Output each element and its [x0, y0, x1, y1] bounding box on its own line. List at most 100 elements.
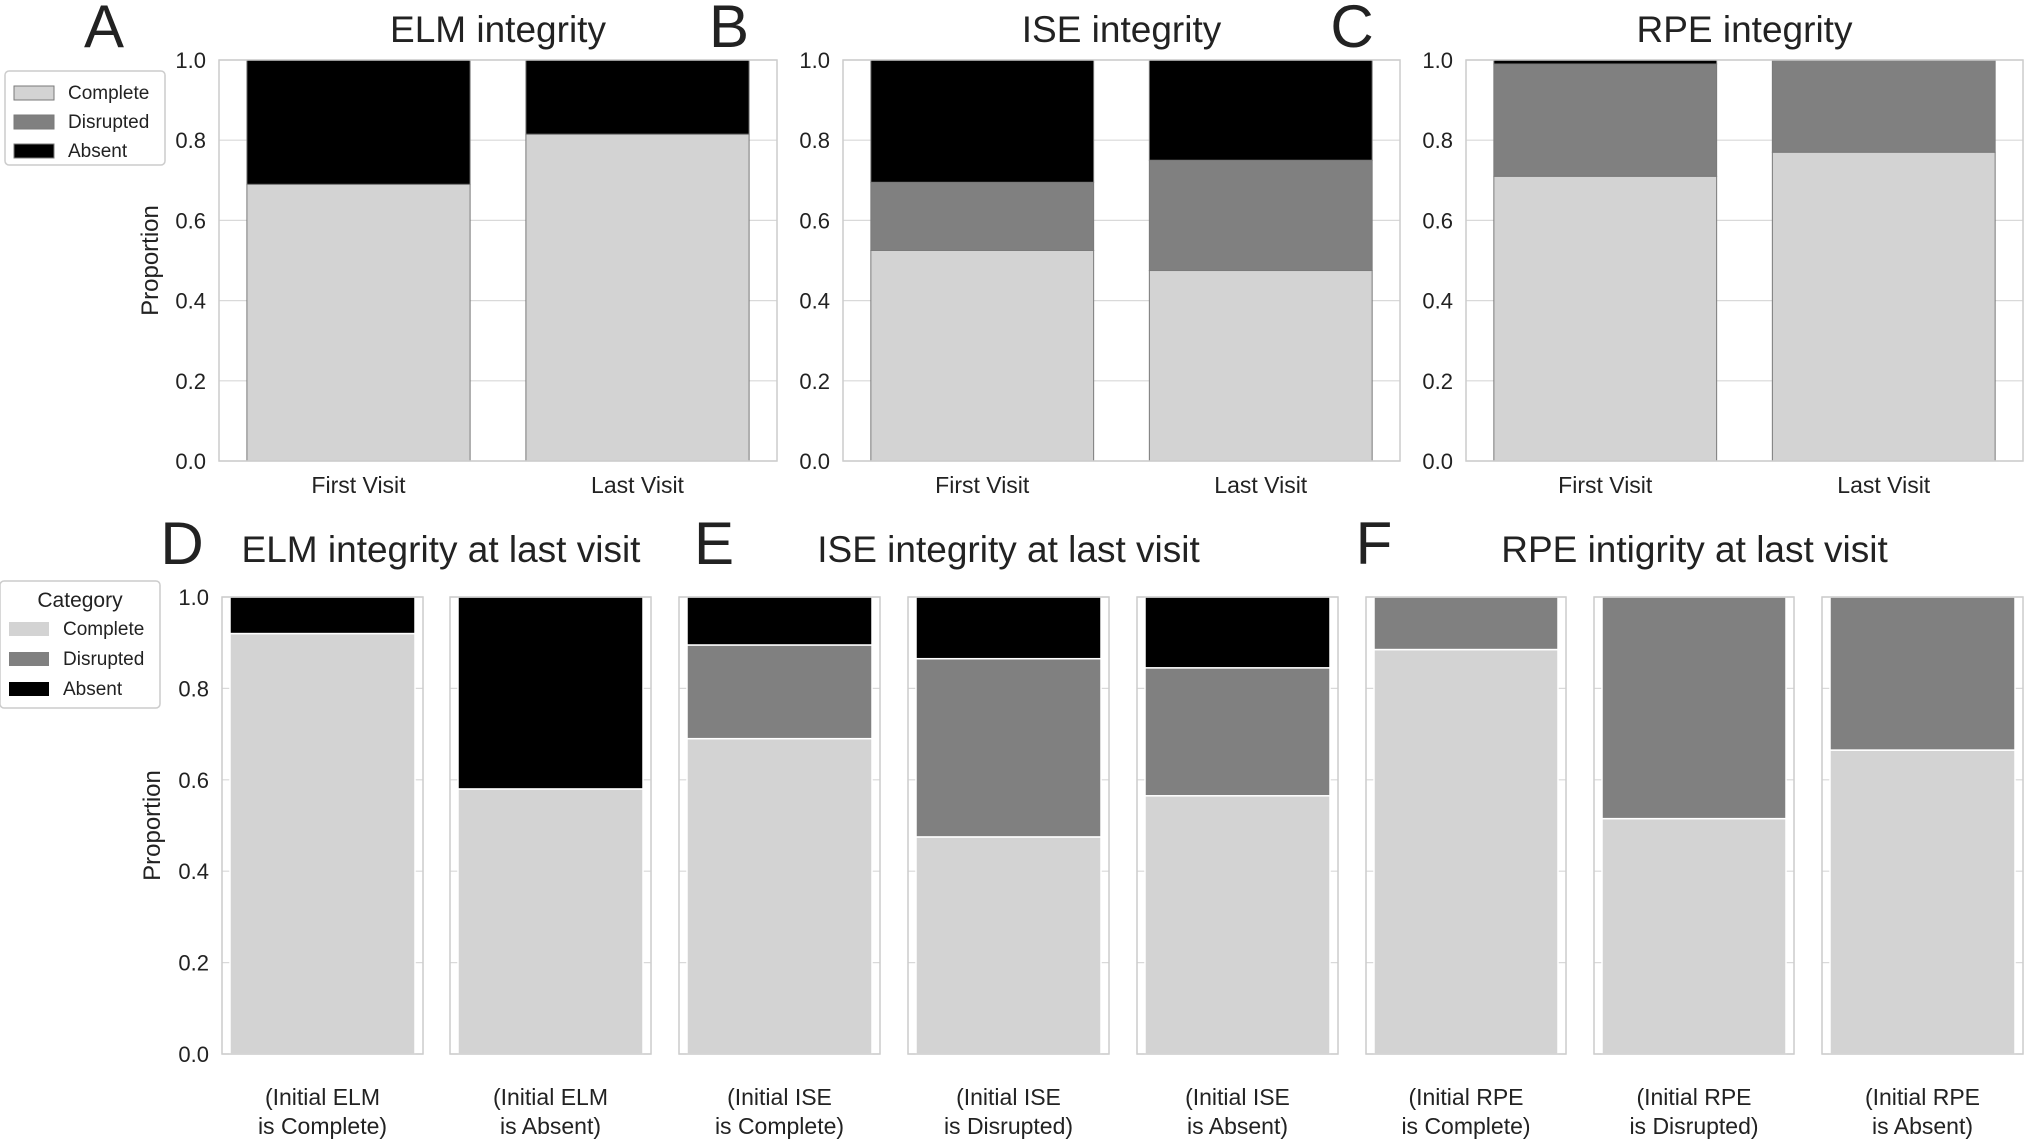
facet-frame: [678, 596, 881, 1055]
bar-complete-initial-rpe-is-absent: [1829, 749, 2016, 1055]
bar-absent-initial-elm-is-absent: [457, 596, 644, 790]
bar-absent-initial-ise-is-disrupted: [915, 596, 1102, 660]
legend-label-disrupted: Disrupted: [68, 112, 149, 133]
facet-frame: [907, 596, 1110, 1055]
y-tick-label: 0.4: [799, 289, 830, 314]
bar-absent-last-visit: [1148, 59, 1373, 161]
facet-frame: [449, 596, 652, 1055]
bar-complete-first-visit: [870, 249, 1095, 462]
legend-swatch-disrupted: [13, 114, 55, 130]
bar-absent-initial-ise-is-complete: [686, 596, 873, 646]
x-tick-label: (Initial ELM is Complete): [258, 1084, 387, 1139]
bar-complete-initial-ise-is-disrupted: [915, 836, 1102, 1055]
x-tick-label: Last Visit: [1837, 472, 1931, 498]
panel-letter: B: [709, 0, 749, 60]
panel-title: ELM integrity at last visit: [242, 529, 642, 570]
y-tick-label: 0.4: [1422, 289, 1453, 314]
y-tick-label: 1.0: [178, 585, 209, 610]
x-tick-label: (Initial ISE is Absent): [1185, 1084, 1290, 1139]
y-tick-label: 0.8: [175, 128, 206, 153]
bar-complete-first-visit: [246, 183, 471, 462]
bar-absent-first-visit: [870, 59, 1095, 183]
legend-swatch-absent: [13, 143, 55, 159]
facet-frame: [1365, 596, 1567, 1055]
legend-label-complete: Complete: [68, 83, 149, 104]
x-tick-label: (Initial RPE is Absent): [1865, 1084, 1980, 1139]
legend-frame: [0, 580, 161, 709]
panel-b: 0.0 0.2 0.4 0.6 0.8 1.0 First Visit Last Visit I…: [709, 0, 1401, 498]
y-tick-label: 0.4: [175, 289, 206, 314]
y-tick-label: 0.2: [178, 951, 209, 976]
y-tick-label: 1.0: [1422, 48, 1453, 73]
panel-d: (Initial ELM is Complete) (Initial ELM is A…: [139, 510, 652, 1139]
y-tick-label: 1.0: [799, 48, 830, 73]
bar-disrupted-initial-ise-is-absent: [1144, 667, 1331, 797]
bar-disrupted-initial-ise-is-complete: [686, 644, 873, 740]
bar-complete-initial-elm-is-absent: [457, 788, 644, 1055]
legend-swatch-complete: [13, 85, 55, 101]
panel-title: RPE intigrity at last visit: [1501, 529, 1888, 570]
bar-disrupted-initial-ise-is-disrupted: [915, 657, 1102, 838]
x-tick-label: Last Visit: [1214, 472, 1308, 498]
bar-disrupted-initial-rpe-is-absent: [1829, 596, 2016, 751]
bar-disrupted-first-visit: [870, 181, 1095, 251]
bar-absent-initial-elm-is-complete: [229, 596, 416, 635]
bar-absent-initial-ise-is-absent: [1144, 596, 1331, 669]
legend-label-disrupted: Disrupted: [63, 649, 144, 670]
panel-letter: E: [694, 510, 734, 577]
bar-disrupted-last-visit: [1771, 59, 1996, 153]
bar-complete-initial-ise-is-absent: [1144, 795, 1331, 1055]
x-tick-label: (Initial ELM is Absent): [493, 1084, 608, 1139]
y-tick-label: 0.2: [175, 369, 206, 394]
bar-disrupted-initial-rpe-is-disrupted: [1601, 596, 1787, 820]
legend-swatch-complete: [9, 622, 49, 636]
bar-disrupted-initial-rpe-is-complete: [1373, 596, 1559, 651]
y-tick-label: 1.0: [175, 48, 206, 73]
panel-e: (Initial ISE is Complete) (Initial ISE is D…: [678, 510, 1339, 1139]
facet-frame: [1136, 596, 1339, 1055]
panel-f: (Initial RPE is Complete) (Initial RPE is D…: [1356, 510, 2024, 1139]
bar-complete-initial-ise-is-complete: [686, 737, 873, 1055]
bar-disrupted-last-visit: [1148, 159, 1373, 272]
y-tick-label: 0.8: [178, 676, 209, 701]
bar-complete-last-visit: [525, 133, 750, 462]
x-tick-label: Last Visit: [591, 472, 685, 498]
legend-label-complete: Complete: [63, 619, 144, 640]
facet-frame: [1593, 596, 1795, 1055]
panel-letter: A: [84, 0, 124, 60]
panel-title: ISE integrity at last visit: [817, 529, 1200, 570]
legend-swatch-disrupted: [9, 652, 49, 666]
bar-absent-last-visit: [525, 59, 750, 135]
bar-absent-first-visit: [246, 59, 471, 185]
y-axis-label: Proportion: [137, 205, 164, 316]
y-tick-label: 0.0: [799, 449, 830, 474]
bar-complete-first-visit: [1493, 175, 1718, 462]
y-tick-label: 0.8: [1422, 128, 1453, 153]
x-tick-label: (Initial ISE is Complete): [715, 1084, 844, 1139]
panel-c: 0.0 0.2 0.4 0.6 0.8 1.0 First Visit Last Visit R…: [1330, 0, 2024, 498]
bar-complete-last-visit: [1771, 151, 1996, 462]
panel-letter: C: [1330, 0, 1373, 60]
legend-swatch-absent: [9, 682, 49, 696]
y-tick-label: 0.6: [175, 208, 206, 233]
x-tick-label: First Visit: [935, 472, 1030, 498]
panel-letter: F: [1356, 510, 1393, 577]
x-tick-label: (Initial RPE is Disrupted): [1629, 1084, 1758, 1139]
legend-title: Category: [37, 589, 123, 612]
panel-title: RPE integrity: [1637, 9, 1853, 50]
x-tick-label: First Visit: [311, 472, 406, 498]
y-axis-label: Proportion: [139, 770, 166, 881]
bar-complete-initial-rpe-is-complete: [1373, 648, 1559, 1055]
y-tick-label: 0.4: [178, 859, 209, 884]
bar-complete-initial-elm-is-complete: [229, 632, 416, 1055]
y-tick-label: 0.6: [1422, 208, 1453, 233]
y-tick-label: 0.6: [178, 768, 209, 793]
y-tick-label: 0.0: [178, 1042, 209, 1067]
y-tick-label: 0.8: [799, 128, 830, 153]
y-tick-label: 0.6: [799, 208, 830, 233]
x-tick-label: (Initial ISE is Disrupted): [944, 1084, 1073, 1139]
panel-a: 0.0 0.2 0.4 0.6 0.8 1.0 First Visit Last Visit E…: [84, 0, 778, 498]
legend-label-absent: Absent: [63, 679, 123, 700]
panel-letter: D: [160, 510, 203, 577]
